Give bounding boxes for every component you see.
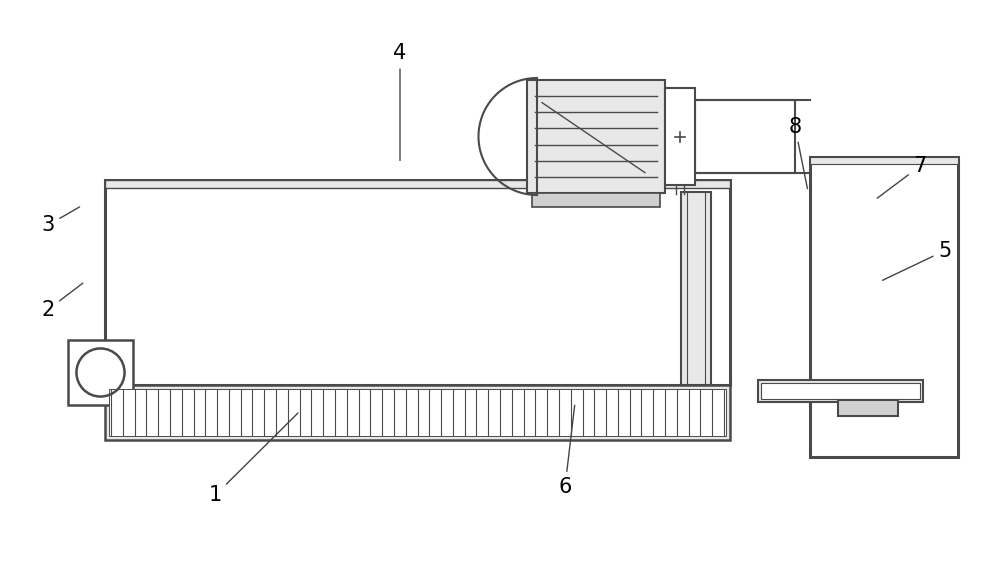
Bar — [109, 389, 726, 436]
Bar — [761, 383, 920, 399]
Bar — [105, 180, 730, 385]
Bar — [105, 385, 730, 440]
Text: 3: 3 — [41, 207, 80, 235]
Text: 1: 1 — [208, 413, 298, 506]
Bar — [758, 380, 923, 402]
Text: 6: 6 — [558, 405, 575, 497]
Bar — [695, 100, 795, 173]
Bar — [665, 88, 695, 185]
Bar — [532, 193, 660, 207]
Text: 2: 2 — [41, 283, 83, 320]
Bar — [68, 340, 133, 405]
Text: 7: 7 — [877, 156, 927, 198]
Text: 4: 4 — [393, 43, 407, 160]
Bar — [838, 400, 898, 416]
Text: 5: 5 — [883, 240, 952, 280]
Bar — [527, 80, 665, 193]
Bar — [810, 157, 958, 457]
Text: 8: 8 — [788, 117, 807, 189]
Bar — [810, 157, 958, 164]
Bar — [681, 192, 711, 385]
Bar — [105, 180, 730, 188]
